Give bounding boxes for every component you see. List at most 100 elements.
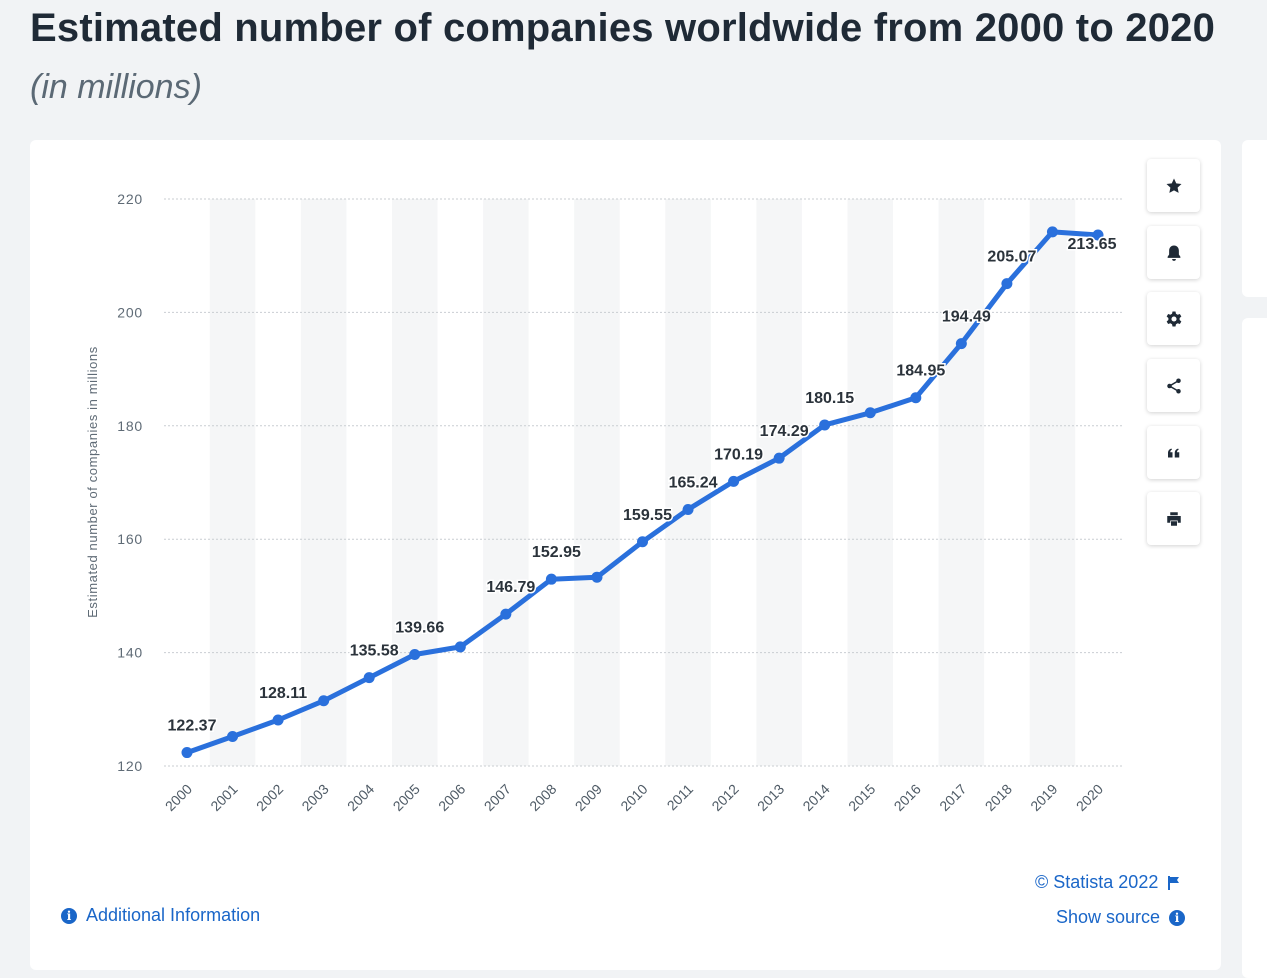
- data-point: [773, 452, 785, 464]
- x-tick-label: 2018: [982, 781, 1015, 814]
- column-band: [665, 199, 711, 766]
- x-tick-label: 2016: [891, 781, 924, 814]
- printer-icon: [1166, 511, 1181, 526]
- info-icon: i: [1169, 909, 1186, 926]
- column-band: [756, 199, 802, 766]
- y-tick-label: 180: [117, 418, 143, 434]
- y-axis-label: Estimated number of companies in million…: [85, 346, 100, 618]
- flag-icon: [1168, 875, 1180, 890]
- column-band: [391, 199, 438, 766]
- x-axis-ticks: 2000 2001 2002 2003 2004 2005 2006 2007 2008 2009…: [162, 781, 1106, 814]
- cite-button[interactable]: [1147, 426, 1200, 479]
- x-tick-label: 2005: [390, 781, 423, 814]
- data-point: [637, 536, 648, 548]
- y-tick-label: 220: [117, 191, 143, 207]
- data-point: [728, 475, 740, 487]
- data-label: 174.29: [760, 423, 809, 440]
- data-point: [363, 672, 375, 684]
- x-tick-label: 2010: [617, 781, 650, 814]
- data-label: 159.55: [623, 507, 672, 524]
- data-label: 122.37: [168, 718, 217, 735]
- data-label: 152.95: [532, 544, 581, 561]
- data-point: [1092, 229, 1104, 241]
- x-tick-label: 2015: [845, 781, 878, 814]
- data-point: [318, 695, 330, 707]
- x-tick-label: 2000: [162, 781, 195, 814]
- data-point: [819, 419, 831, 431]
- favorite-button[interactable]: [1147, 159, 1200, 212]
- show-source-link[interactable]: Show source i: [1056, 907, 1186, 928]
- y-axis-ticks: 120 140 160 180 200 220: [117, 191, 143, 774]
- data-points: [181, 226, 1104, 759]
- data-point: [227, 731, 239, 743]
- data-point: [272, 714, 284, 726]
- data-label: 165.24: [669, 474, 718, 491]
- column-band: [574, 199, 620, 766]
- copyright-link[interactable]: © Statista 2022: [1035, 872, 1181, 893]
- y-tick-label: 160: [117, 531, 143, 547]
- info-icon: i: [61, 907, 77, 924]
- data-point: [591, 571, 603, 583]
- x-tick-label: 2014: [799, 781, 832, 814]
- data-point: [1001, 278, 1013, 290]
- print-button[interactable]: [1147, 492, 1200, 545]
- column-bands: [209, 199, 1076, 766]
- x-tick-label: 2007: [481, 781, 514, 814]
- data-label: 170.19: [714, 446, 763, 463]
- data-point: [454, 641, 466, 653]
- side-panel-top: [1242, 140, 1267, 297]
- star-icon: [1166, 178, 1181, 193]
- gear-icon: [1166, 311, 1181, 326]
- data-point: [409, 649, 421, 661]
- data-point: [682, 503, 694, 515]
- y-tick-label: 200: [117, 304, 143, 320]
- data-point: [545, 573, 557, 585]
- column-band: [483, 199, 529, 766]
- share-button[interactable]: [1147, 359, 1200, 412]
- side-panel-bottom: [1242, 318, 1267, 978]
- x-tick-label: 2006: [435, 781, 468, 814]
- x-tick-label: 2017: [936, 781, 969, 814]
- data-label: 146.79: [486, 579, 535, 596]
- data-label: 194.49: [942, 309, 991, 326]
- x-tick-label: 2013: [754, 781, 787, 814]
- x-tick-label: 2004: [344, 781, 377, 814]
- data-label: 184.95: [896, 363, 945, 380]
- data-point: [181, 747, 193, 759]
- data-label: 205.07: [987, 249, 1036, 266]
- data-label: 128.11: [259, 685, 307, 702]
- column-band: [300, 199, 347, 766]
- column-band: [1029, 199, 1076, 766]
- page-subtitle: (in millions): [30, 68, 202, 106]
- notification-button[interactable]: [1147, 226, 1200, 279]
- x-tick-label: 2011: [664, 781, 697, 814]
- settings-button[interactable]: [1147, 292, 1200, 345]
- y-tick-label: 120: [117, 758, 143, 774]
- quote-icon: [1167, 448, 1179, 457]
- data-label: 135.58: [350, 643, 399, 660]
- data-point: [1046, 226, 1058, 238]
- data-label: 213.65: [1068, 236, 1117, 253]
- x-tick-label: 2020: [1073, 781, 1106, 814]
- x-tick-label: 2002: [253, 781, 286, 814]
- page-title: Estimated number of companies worldwide …: [30, 6, 1216, 50]
- share-icon: [1166, 378, 1181, 393]
- x-tick-label: 2012: [708, 781, 741, 814]
- data-point: [500, 608, 512, 620]
- x-tick-label: 2003: [298, 781, 331, 814]
- y-tick-label: 140: [117, 645, 143, 661]
- bell-icon: [1167, 245, 1180, 261]
- show-source-text: Show source: [1056, 907, 1161, 927]
- x-tick-label: 2001: [207, 781, 240, 814]
- data-label: 139.66: [395, 620, 444, 637]
- data-point: [864, 407, 876, 419]
- x-tick-label: 2008: [526, 781, 559, 814]
- column-band: [938, 199, 985, 766]
- column-band: [209, 199, 256, 766]
- copyright-text: © Statista 2022: [1035, 872, 1159, 892]
- data-labels: 122.37 128.11 135.58 139.66 146.79 152.95 159.…: [166, 235, 1118, 737]
- data-point: [910, 392, 922, 404]
- x-tick-label: 2009: [572, 781, 605, 814]
- additional-information-link[interactable]: i Additional Information: [61, 905, 260, 926]
- column-band: [847, 199, 894, 766]
